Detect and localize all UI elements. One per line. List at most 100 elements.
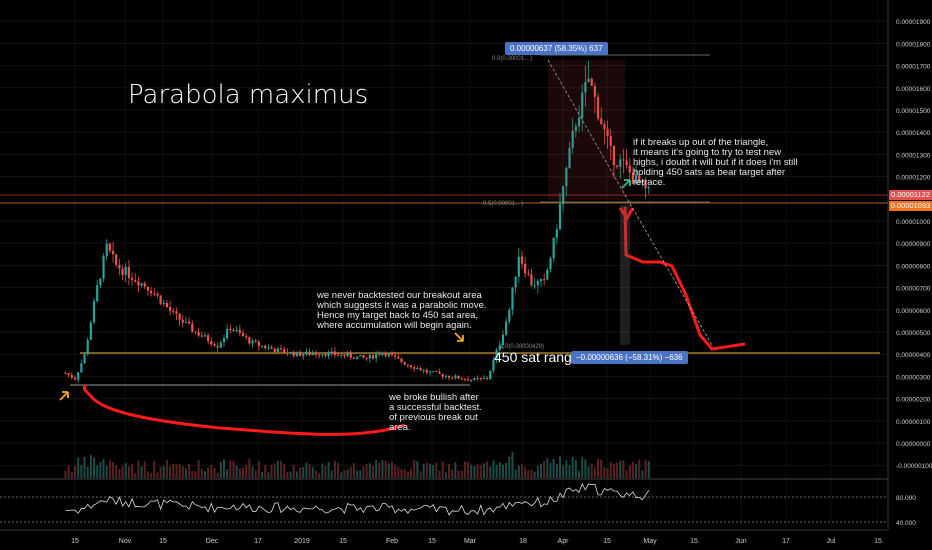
candle-body (444, 375, 447, 377)
volume-bar (492, 460, 495, 478)
candle-body (552, 237, 555, 259)
time-tick-label: Jun (735, 538, 746, 545)
candle-body (270, 347, 273, 349)
candle-body (451, 377, 454, 379)
candle-body (482, 378, 486, 380)
candle-body (365, 357, 368, 359)
candle-body (612, 145, 615, 166)
current-price-tag: 0.00001122 (889, 190, 932, 200)
candle-body (235, 330, 238, 332)
volume-bar (330, 470, 333, 478)
volume-bar (482, 463, 485, 478)
candle-body (99, 278, 102, 286)
volume-bars (64, 452, 650, 478)
time-tick-label: Dec (206, 538, 219, 545)
candle-body (257, 341, 260, 346)
volume-bar (410, 468, 413, 478)
candle-body (413, 367, 416, 369)
price-tick-label: 0.00001600 (896, 86, 931, 93)
candle-body (425, 370, 428, 373)
oscillator-line (65, 483, 650, 516)
candle-body (422, 370, 425, 372)
candle-body (188, 321, 191, 324)
candle-body (241, 332, 245, 337)
oscillator-tick-label: 40.000 (896, 520, 916, 527)
candle-body (162, 302, 165, 304)
fib-label: 0.0(0.00001…) (492, 56, 532, 62)
volume-bar (184, 468, 187, 478)
volume-bar (448, 463, 451, 478)
candle-body (511, 287, 514, 310)
volume-bar (242, 467, 245, 478)
volume-bar (391, 462, 393, 478)
candle-body (501, 334, 505, 345)
volume-bar (118, 468, 121, 478)
candle-body (146, 286, 150, 291)
volume-bar (349, 466, 352, 478)
candle-body (184, 321, 188, 323)
candle-body (536, 281, 539, 286)
candle-body (558, 204, 562, 230)
candle-body (530, 274, 533, 286)
candle-body (587, 78, 590, 83)
volume-bar (124, 462, 127, 478)
volume-bar (638, 459, 641, 478)
volume-bar (175, 464, 178, 478)
candle-body (118, 264, 121, 269)
volume-bar (425, 462, 428, 478)
time-tick-label: 17 (254, 538, 262, 545)
candle-body (397, 356, 400, 359)
price-tick-label: 0.00001500 (896, 108, 931, 115)
volume-bar (210, 465, 213, 478)
candle-body (254, 340, 257, 342)
price-levels (0, 54, 888, 386)
volume-bar (441, 461, 444, 478)
volume-bar (178, 464, 181, 478)
time-tick-label: Feb (386, 538, 398, 545)
volume-bar (134, 472, 137, 478)
volume-bar (555, 463, 558, 478)
volume-bar (280, 460, 283, 478)
candle-body (273, 348, 276, 353)
drawings: 0.0(0.00001…) 0.5(0.00001…) 1.0(0.00000429… (59, 56, 746, 436)
volume-bar (156, 472, 159, 478)
volume-bar (337, 462, 340, 478)
candle-body (473, 377, 476, 381)
candle-body (390, 353, 394, 356)
price-tick-label: 0.00000000 (896, 441, 931, 448)
volume-bar (203, 471, 206, 478)
time-tick-label: 15 (159, 538, 167, 545)
candle-body (330, 351, 333, 353)
chart-title: Parabola maximus (128, 80, 369, 110)
volume-bar (327, 461, 330, 478)
volume-bar (222, 459, 225, 478)
candle-body (70, 374, 73, 378)
volume-bar (257, 461, 260, 478)
volume-bar (597, 459, 600, 478)
green-arrow (621, 179, 631, 189)
volume-bar (99, 462, 102, 478)
candle-body (520, 256, 524, 264)
candle-body (286, 352, 289, 354)
candle-body (292, 351, 295, 356)
candle-body (153, 293, 156, 295)
candle-body (565, 167, 568, 187)
volume-bar (248, 458, 251, 478)
volume-bar (365, 463, 368, 478)
candle-body (400, 358, 403, 363)
price-tick-label: 0.00000600 (896, 308, 931, 315)
candle-body (603, 124, 606, 130)
volume-bar (530, 469, 533, 478)
volume-bar (375, 459, 378, 478)
candle-body (102, 255, 105, 279)
volume-bar (213, 467, 216, 478)
candle-body (207, 335, 210, 342)
volume-bar (622, 460, 625, 478)
volume-bar (264, 465, 267, 478)
candle-body (555, 229, 558, 238)
volume-bar (511, 452, 514, 478)
candle-body (191, 323, 194, 332)
time-tick-label: 15 (874, 538, 882, 545)
volume-bar (600, 459, 603, 478)
